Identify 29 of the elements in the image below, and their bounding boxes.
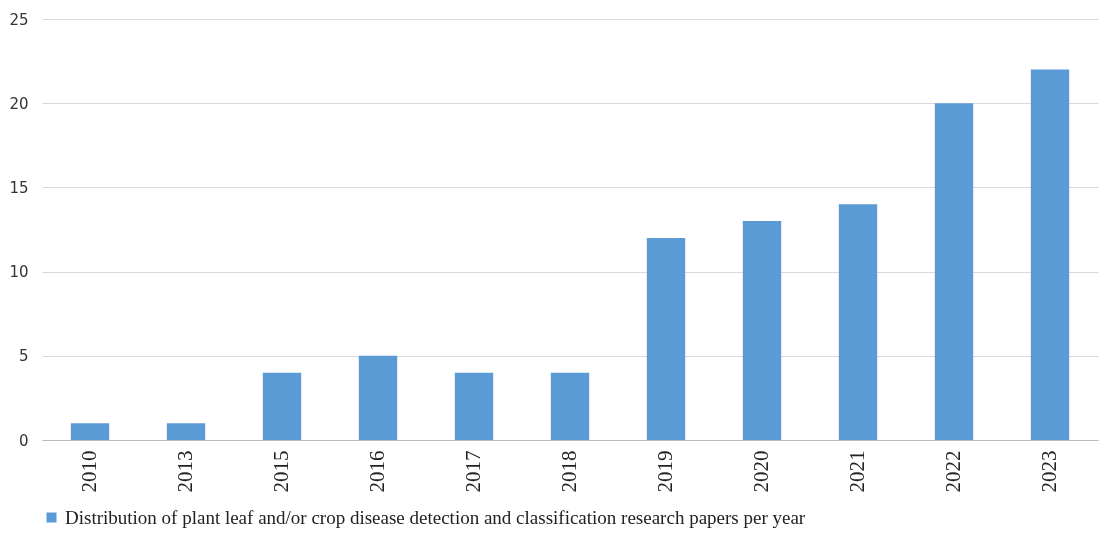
y-tick-label: 10	[9, 263, 29, 282]
x-tick-label: 2023	[1037, 450, 1061, 493]
x-tick-label: 2019	[653, 450, 677, 493]
x-tick-label: 2010	[77, 450, 101, 493]
x-tick-label: 2016	[365, 450, 389, 493]
bar	[934, 103, 974, 440]
y-tick-label: 5	[18, 347, 29, 366]
x-tick-label: 2013	[173, 450, 197, 493]
bar	[454, 372, 494, 440]
y-tick-label: 25	[9, 10, 29, 29]
y-tick-label: 15	[9, 178, 29, 197]
y-tick-label: 20	[9, 94, 29, 113]
bar	[550, 372, 590, 440]
bar	[262, 372, 302, 440]
bar	[1030, 69, 1070, 440]
legend-label: Distribution of plant leaf and/or crop disease detection and classification research papers per year	[65, 506, 806, 528]
bar	[838, 204, 878, 440]
bar	[70, 423, 110, 440]
bar	[646, 237, 686, 440]
y-tick-label: 0	[18, 431, 29, 450]
x-tick-label: 2015	[269, 450, 293, 493]
x-tick-label: 2022	[941, 450, 965, 493]
bar	[166, 423, 206, 440]
x-tick-label: 2020	[749, 450, 773, 493]
x-tick-label: 2018	[557, 450, 581, 493]
x-tick-label: 2017	[461, 450, 485, 493]
x-tick-label: 2021	[845, 450, 869, 493]
bar	[358, 355, 398, 440]
bar	[742, 221, 782, 440]
